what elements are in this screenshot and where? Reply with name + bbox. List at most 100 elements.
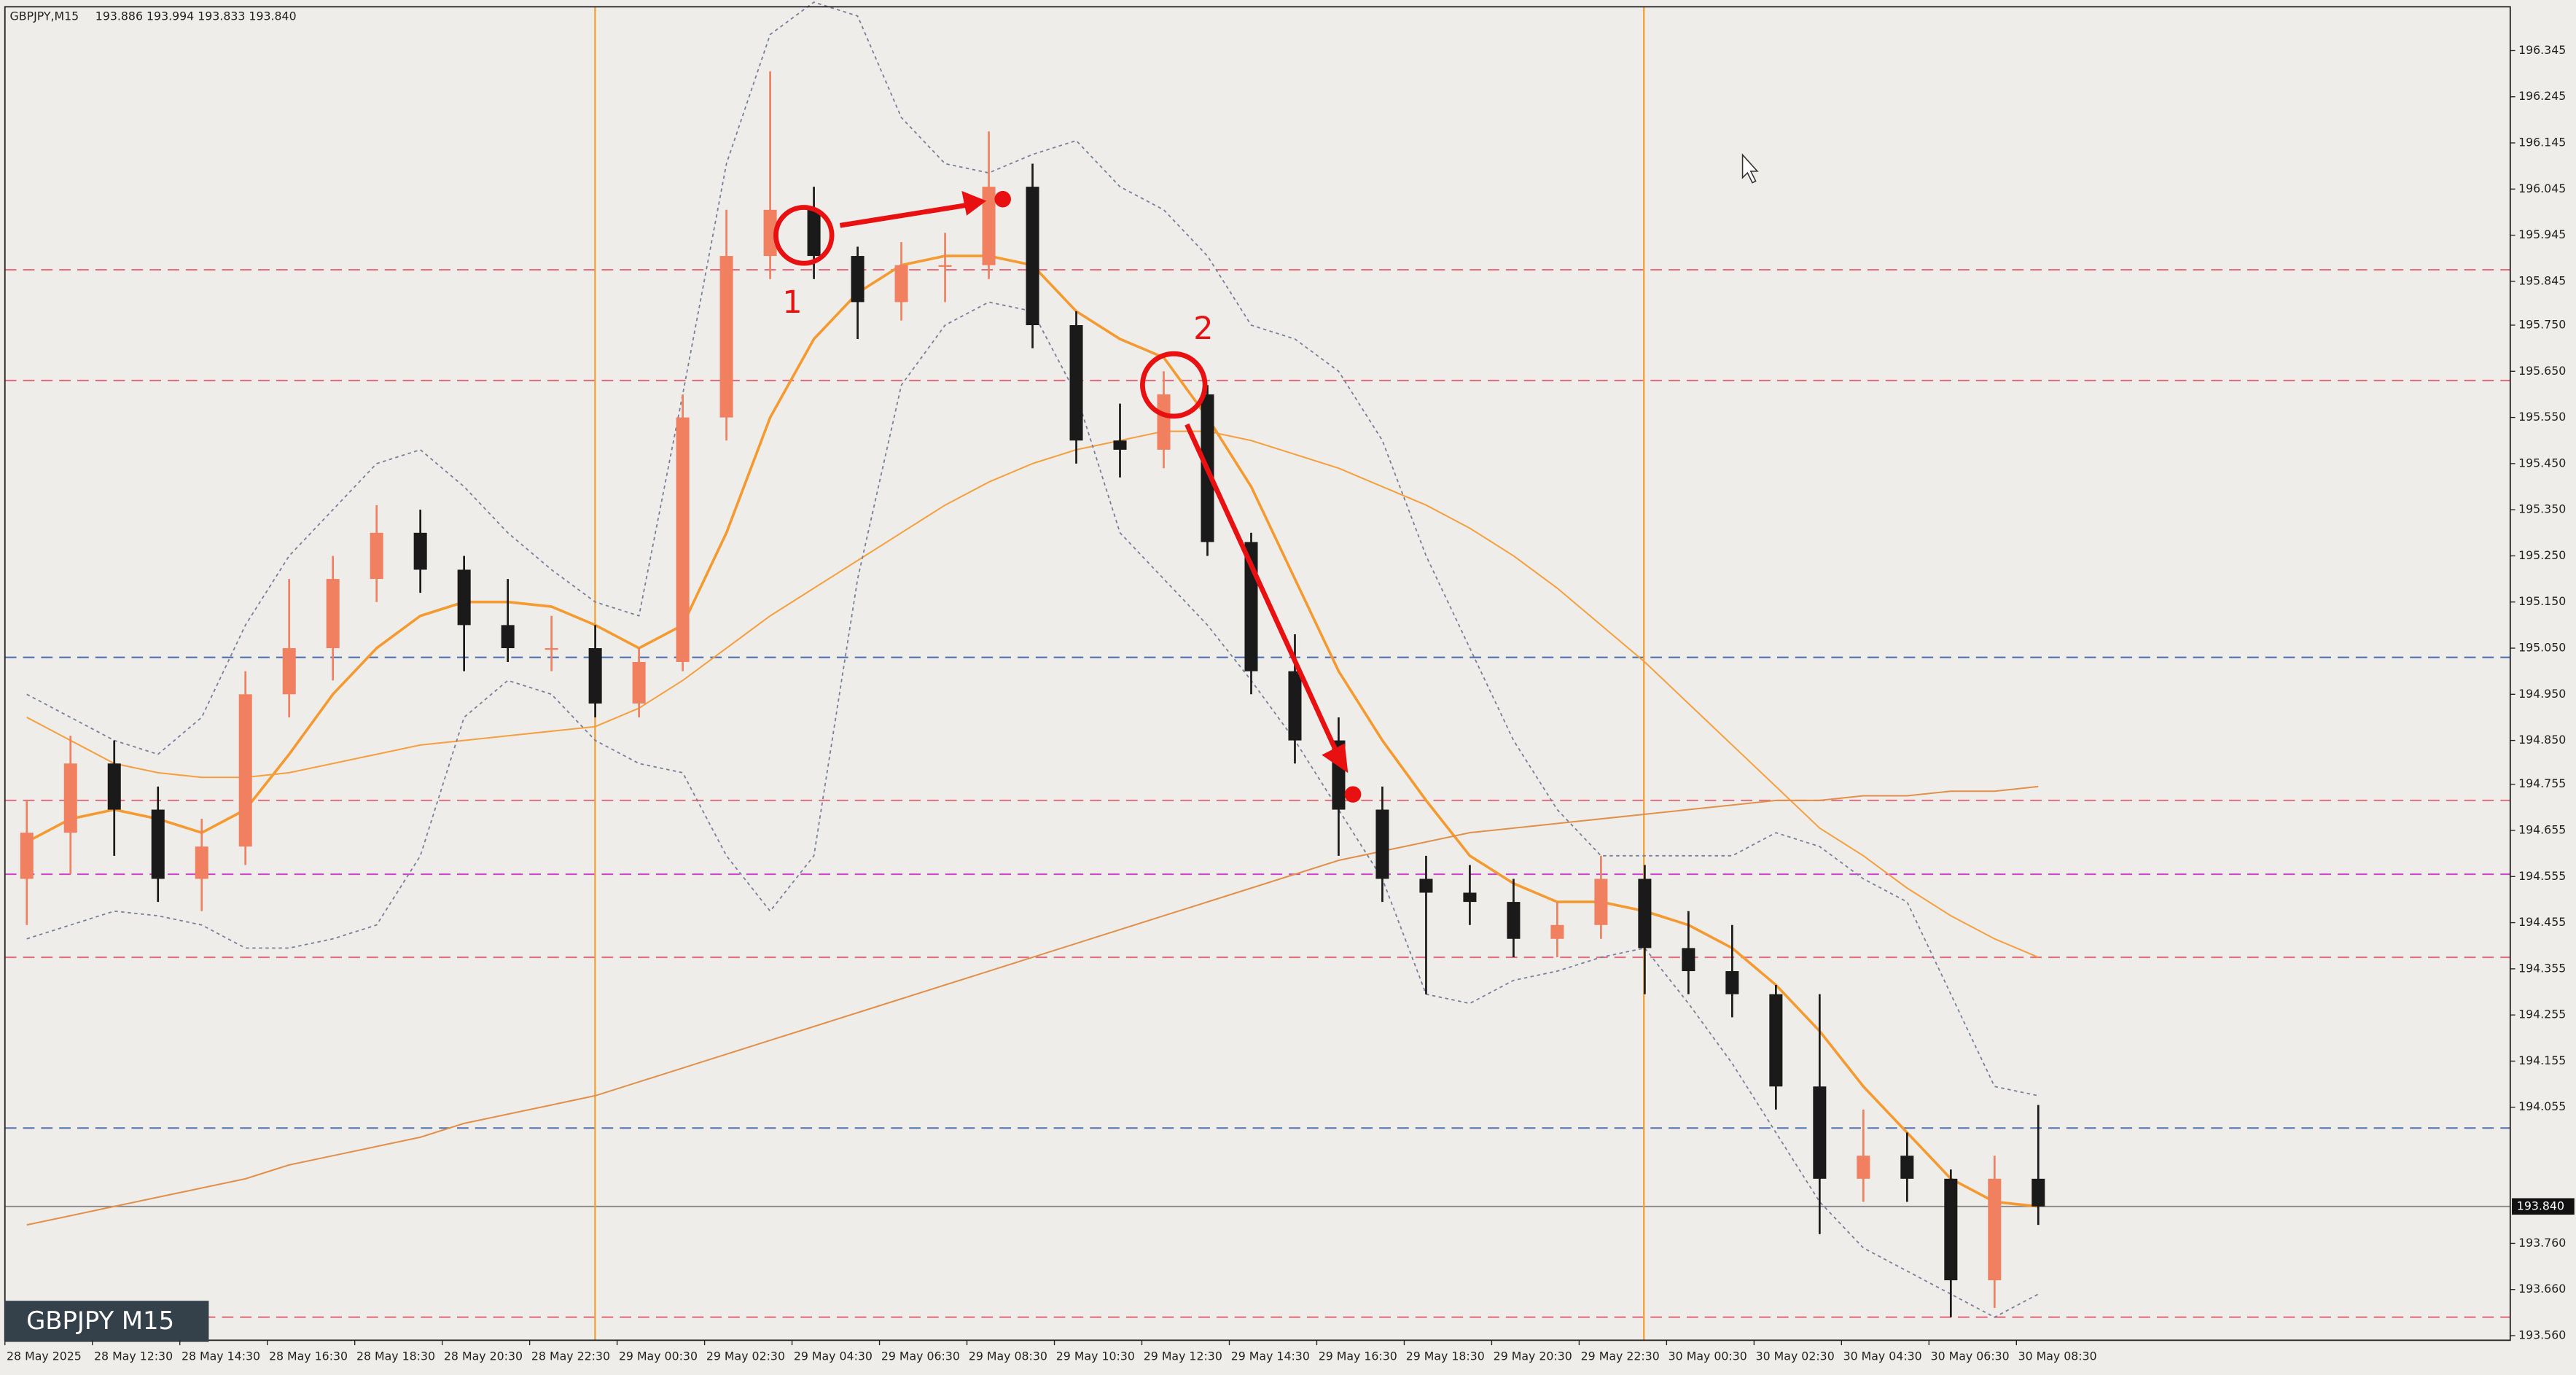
candle-body [282, 648, 296, 695]
candle-body [851, 256, 864, 303]
x-tick-label: 30 May 04:30 [1843, 1349, 1922, 1363]
candle-body [1157, 394, 1171, 450]
y-tick-label: 195.150 [2518, 594, 2566, 608]
candle-body [1944, 1178, 1958, 1281]
x-tick-label: 28 May 2025 [7, 1349, 82, 1363]
y-tick-label: 193.760 [2518, 1236, 2566, 1250]
indicator-line [26, 1, 2039, 1097]
candle-body [1113, 440, 1127, 450]
y-tick-label: 196.345 [2518, 43, 2566, 57]
y-tick-label: 195.350 [2518, 502, 2566, 516]
price-label: 193.840 [2517, 1199, 2564, 1212]
y-tick-label: 196.245 [2518, 89, 2566, 103]
x-tick-label: 29 May 12:30 [1144, 1349, 1222, 1363]
y-tick-label: 195.845 [2518, 273, 2566, 287]
y-tick-label: 195.450 [2518, 456, 2566, 470]
candle-body [1375, 809, 1389, 879]
y-tick-label: 194.455 [2518, 915, 2566, 929]
x-tick-label: 28 May 16:30 [269, 1349, 348, 1363]
plot-border [4, 6, 2511, 1341]
candle-body [1594, 879, 1608, 925]
x-tick-label: 28 May 14:30 [182, 1349, 260, 1363]
y-tick-label: 193.660 [2518, 1282, 2566, 1296]
x-tick-label: 29 May 22:30 [1581, 1349, 1660, 1363]
candle-body [1857, 1156, 1870, 1179]
candle-body [763, 209, 777, 257]
candle-body [1507, 902, 1521, 939]
x-tick-label: 29 May 10:30 [1056, 1349, 1135, 1363]
y-tick-label: 195.250 [2518, 548, 2566, 562]
y-tick-label: 194.255 [2518, 1008, 2566, 1021]
indicator-line [26, 430, 2039, 958]
y-tick-label: 195.750 [2518, 318, 2566, 332]
x-tick-label: 29 May 18:30 [1406, 1349, 1485, 1363]
marks [20, 1, 2045, 1318]
x-tick-label: 28 May 12:30 [94, 1349, 173, 1363]
candle-body [151, 809, 165, 879]
y-tick-label: 195.550 [2518, 410, 2566, 424]
candle-body [1069, 325, 1083, 441]
x-tick-label: 30 May 06:30 [1931, 1349, 2010, 1363]
arrow-head [1322, 743, 1349, 774]
x-tick-label: 29 May 20:30 [1494, 1349, 1572, 1363]
candle-body [195, 846, 208, 879]
candle-body [20, 833, 34, 879]
header-prices: 193.886 193.994 193.833 193.840 [95, 9, 297, 23]
candle-body [894, 265, 908, 303]
candle-body [938, 265, 952, 267]
candle-body [413, 532, 427, 570]
y-tick-label: 194.950 [2518, 687, 2566, 701]
candle-body [545, 648, 558, 650]
candle-body [326, 579, 340, 649]
x-tick-label: 29 May 04:30 [794, 1349, 873, 1363]
y-tick-label: 196.045 [2518, 182, 2566, 195]
candle-body [588, 648, 602, 704]
candle-body [1463, 892, 1477, 903]
x-tick-label: 28 May 18:30 [356, 1349, 435, 1363]
x-tick-label: 29 May 08:30 [969, 1349, 1047, 1363]
candle-body [2031, 1178, 2045, 1207]
candle-body [632, 662, 646, 704]
candle-body [1988, 1178, 2002, 1281]
x-tick-label: 29 May 16:30 [1319, 1349, 1397, 1363]
candle-body [676, 417, 690, 663]
y-tick-label: 194.655 [2518, 823, 2566, 837]
candle-body [501, 625, 515, 649]
arrow [1184, 423, 1338, 749]
arrow [839, 201, 974, 228]
candle-body [1288, 671, 1302, 741]
indicator-line [26, 301, 2039, 1318]
y-tick-label: 195.050 [2518, 641, 2566, 655]
dot [1344, 786, 1362, 803]
y-tick-label: 194.355 [2518, 961, 2566, 975]
candle-body [238, 694, 252, 847]
circle [1140, 351, 1208, 419]
candle-body [1550, 924, 1564, 939]
x-tick-label: 30 May 02:30 [1756, 1349, 1835, 1363]
candle-body [1813, 1086, 1827, 1179]
y-tick-label: 194.155 [2518, 1053, 2566, 1067]
plot-area [4, 269, 2510, 1318]
candle-body [1769, 994, 1783, 1087]
candle-body [1026, 187, 1039, 326]
x-tick-label: 30 May 08:30 [2018, 1349, 2097, 1363]
price-tag [2512, 1198, 2575, 1215]
candle-body [1419, 879, 1433, 893]
y-tick-label: 194.755 [2518, 776, 2566, 790]
annotation-2: 2 [1140, 311, 1362, 803]
cursor [1741, 153, 1759, 184]
circle [773, 205, 835, 266]
candle-body [1725, 971, 1739, 994]
y-tick-label: 194.850 [2518, 733, 2566, 747]
candle-body [457, 569, 471, 626]
y-tick-label: 195.650 [2518, 364, 2566, 378]
badge-text: GBPJPY M15 [26, 1306, 174, 1335]
y-tick-label: 194.555 [2518, 869, 2566, 883]
x-tick-label: 30 May 00:30 [1668, 1349, 1747, 1363]
x-tick-label: 29 May 14:30 [1231, 1349, 1310, 1363]
candle-body [1900, 1156, 1914, 1179]
candle-body [982, 187, 996, 265]
candle-body [63, 763, 77, 833]
